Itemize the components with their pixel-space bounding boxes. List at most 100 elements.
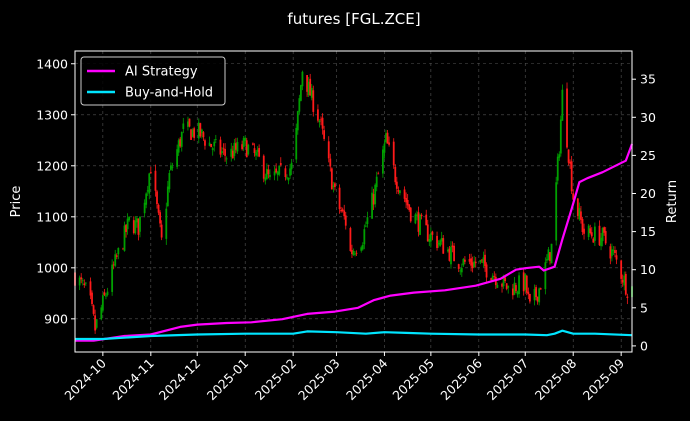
candle-body bbox=[307, 81, 310, 96]
candle-body bbox=[143, 202, 146, 214]
candle-body bbox=[513, 282, 516, 295]
candle-body bbox=[214, 139, 217, 140]
candle-body bbox=[587, 225, 590, 238]
candle-body bbox=[290, 162, 293, 170]
candle-body bbox=[148, 173, 151, 194]
candle-body bbox=[255, 152, 257, 156]
candle-body bbox=[157, 204, 160, 213]
candle-body bbox=[572, 193, 575, 200]
y-tick-label-left: 1400 bbox=[36, 56, 68, 71]
candle-body bbox=[236, 142, 239, 152]
candle-body bbox=[344, 215, 347, 226]
candle-body bbox=[182, 123, 185, 129]
candle-body bbox=[528, 293, 531, 302]
candle-body bbox=[550, 243, 553, 264]
chart-title: futures [FGL.ZCE] bbox=[287, 10, 420, 28]
candle-body bbox=[193, 128, 196, 138]
candle-body bbox=[592, 238, 595, 243]
candle-body bbox=[576, 198, 579, 216]
candle-body bbox=[580, 211, 582, 220]
candle-body bbox=[436, 235, 438, 248]
candle-body bbox=[137, 218, 140, 235]
candle-body bbox=[558, 154, 561, 158]
candle-body bbox=[334, 183, 336, 187]
candle-body bbox=[522, 272, 525, 292]
candle-body bbox=[414, 214, 417, 224]
candle-body bbox=[377, 173, 380, 175]
candle-body bbox=[332, 185, 335, 188]
candle-body bbox=[539, 288, 542, 290]
candle-body bbox=[363, 229, 366, 245]
candle-body bbox=[156, 191, 158, 205]
candle-body bbox=[383, 143, 386, 153]
candle-body bbox=[278, 165, 281, 175]
candle-body bbox=[338, 187, 341, 210]
candle-body bbox=[612, 250, 615, 252]
y-tick-label-right: 15 bbox=[640, 224, 656, 239]
y-tick-label-left: 1100 bbox=[36, 209, 68, 224]
candle-body bbox=[128, 216, 131, 221]
candle-body bbox=[312, 90, 315, 112]
candle-body bbox=[482, 257, 485, 264]
candle-body bbox=[429, 233, 432, 242]
candle-body bbox=[481, 259, 483, 261]
candle-body bbox=[170, 165, 172, 170]
y-tick-label-left: 1200 bbox=[36, 158, 68, 173]
candle-body bbox=[122, 248, 124, 250]
candle-body bbox=[168, 173, 171, 190]
candle-body bbox=[230, 148, 233, 157]
candle-body bbox=[544, 262, 547, 290]
candle-body bbox=[94, 315, 97, 331]
candle-body bbox=[493, 276, 496, 277]
candle-body bbox=[341, 209, 344, 211]
candle-body bbox=[570, 161, 573, 192]
candle-body bbox=[197, 122, 200, 139]
candle-body bbox=[392, 141, 395, 166]
candle-body bbox=[159, 212, 161, 224]
candle-body bbox=[321, 117, 324, 129]
candle-body bbox=[501, 283, 503, 287]
candle-body bbox=[450, 246, 452, 265]
candle-body bbox=[460, 267, 463, 273]
candle-body bbox=[84, 282, 87, 284]
candle-body bbox=[343, 210, 346, 217]
candle-body bbox=[504, 277, 507, 282]
candle-body bbox=[361, 244, 364, 250]
candle-body bbox=[146, 190, 149, 192]
candle-body bbox=[149, 172, 152, 174]
candle-body bbox=[224, 148, 226, 156]
y-axis-label-right: Return bbox=[665, 180, 680, 223]
candle-body bbox=[78, 277, 81, 286]
candle-body bbox=[610, 249, 613, 257]
candle-body bbox=[296, 111, 299, 131]
right-axis: 0 5 10 15 20 25 30 35 bbox=[632, 72, 656, 353]
candle-body bbox=[262, 155, 265, 179]
candle-body bbox=[208, 142, 211, 146]
candle-body bbox=[440, 237, 443, 242]
candle-body bbox=[123, 225, 126, 251]
candle-body bbox=[258, 148, 261, 157]
legend: AI Strategy Buy-and-Hold bbox=[80, 56, 226, 106]
candle-body bbox=[111, 264, 114, 292]
candle-body bbox=[416, 214, 418, 216]
y-tick-label-right: 20 bbox=[640, 186, 656, 201]
candle-body bbox=[179, 138, 182, 147]
candle-body bbox=[354, 253, 356, 255]
candle-body bbox=[451, 245, 454, 248]
candle-body bbox=[505, 283, 508, 289]
candle-body bbox=[306, 75, 308, 92]
candle-body bbox=[330, 168, 333, 190]
candle-body bbox=[515, 285, 517, 292]
candle-body bbox=[425, 214, 428, 226]
candle-body bbox=[89, 281, 92, 296]
candle-body bbox=[289, 168, 291, 176]
candle-body bbox=[405, 197, 408, 203]
candle-body bbox=[593, 226, 596, 241]
candle-body bbox=[295, 127, 298, 160]
legend-box bbox=[80, 56, 226, 106]
candle-body bbox=[471, 262, 474, 269]
candle-body bbox=[615, 255, 618, 260]
candle-body bbox=[496, 284, 499, 288]
candle-body bbox=[511, 288, 514, 296]
